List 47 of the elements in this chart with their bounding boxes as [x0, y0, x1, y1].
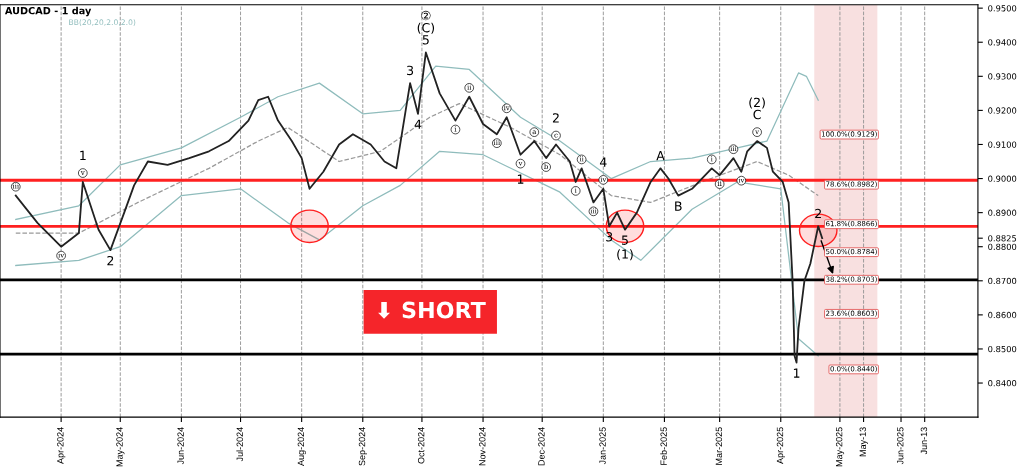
x-tick-label: Aug-2024 [297, 427, 306, 466]
x-tick-label: May-13 [859, 427, 868, 457]
y-tick-label: 0.8900 [988, 209, 1017, 216]
annotation: 2 [107, 255, 114, 266]
x-tick-label: Nov-2024 [479, 427, 486, 466]
chart-title: AUDCAD - 1 day [4, 6, 92, 17]
x-tick-label: Jul-2024 [236, 427, 243, 462]
y-tick-label: 0.9100 [988, 141, 1017, 148]
x-tick-label: May-2024 [116, 427, 125, 467]
x-tick-label: Jan-2025 [599, 427, 606, 465]
x-tick-label: Apr-2024 [57, 427, 66, 464]
annotation: 4 [414, 119, 422, 129]
annotation: 2 [815, 208, 821, 219]
y-tick-label: 0.8700 [988, 277, 1017, 285]
x-tick-label: Mar-2025 [715, 427, 723, 465]
annotation: 1 [793, 368, 800, 378]
x-tick-label: Jun-2025 [897, 427, 904, 465]
y-tick-label: 0.8400 [988, 380, 1017, 387]
annotation: B [675, 201, 682, 211]
x-tick-label: Jun-13 [920, 427, 928, 455]
x-tick-label: Oct-2024 [417, 427, 425, 464]
line-series [15, 65, 819, 221]
annotation: 1 [80, 150, 86, 160]
y-tick-label: 0.9200 [988, 107, 1017, 114]
y-tick-label: 0.8825 [988, 235, 1017, 242]
annotation: A [656, 151, 665, 161]
annotation: ⬇ SHORT [378, 301, 486, 319]
x-tick-label: Sep-2024 [358, 427, 367, 466]
annotation: 3 [407, 65, 414, 76]
x-tick-label: Dec-2024 [538, 427, 545, 466]
annotation: ② (C) 5 [417, 10, 435, 45]
x-tick-label: Apr-2025 [776, 427, 785, 464]
y-tick-label: 0.8500 [988, 345, 1017, 353]
y-tick-label: 0.9400 [988, 39, 1017, 46]
x-tick-label: Jun-2024 [177, 427, 184, 465]
y-tick-label: 0.9000 [988, 175, 1017, 182]
y-tick-label: 0.8600 [988, 311, 1017, 319]
annotation: (2) C [749, 97, 765, 120]
y-tick-label: 0.9300 [988, 73, 1017, 80]
x-tick-label: Feb-2025 [660, 427, 667, 465]
annotation: (1) [617, 249, 633, 261]
x-tick-label: May-2025 [835, 427, 845, 467]
annotation: 4 [599, 157, 607, 167]
annotation: 2 [552, 113, 559, 123]
y-tick-label: 0.9500 [988, 5, 1017, 12]
y-tick-label: 0.8800 [988, 243, 1017, 250]
line-series [15, 150, 819, 357]
